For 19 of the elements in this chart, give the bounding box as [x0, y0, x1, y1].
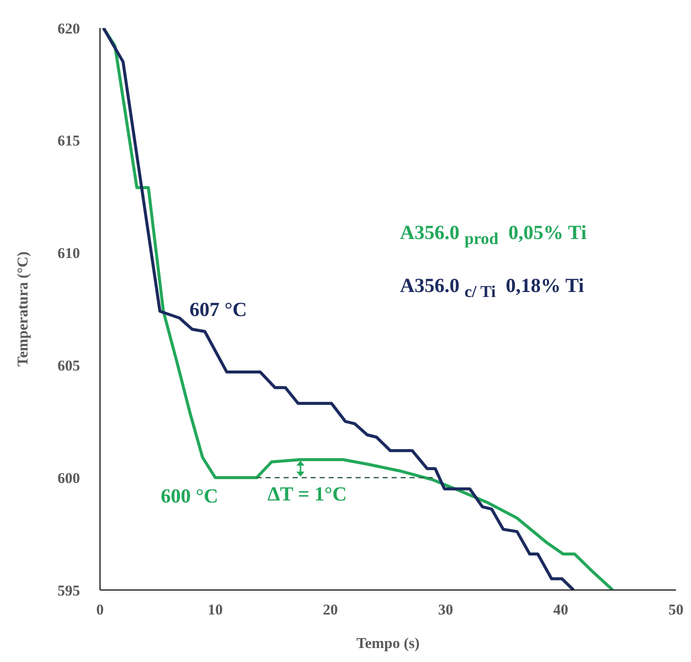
x-tick-label: 50 — [668, 602, 684, 619]
annotation: 607 °C — [189, 298, 247, 321]
y-tick-label: 610 — [58, 246, 80, 262]
y-tick-label: 595 — [58, 583, 80, 600]
y-tick-label: 600 — [58, 470, 80, 487]
y-tick-label: 620 — [58, 21, 80, 38]
x-tick-label: 0 — [96, 602, 104, 619]
x-tick-label: 20 — [322, 602, 338, 619]
annotation: ΔT = 1°C — [267, 484, 347, 506]
annotation: 600 °C — [160, 486, 218, 508]
text: A356.0 $_{c/ Ti}$ 0,18% Ti — [400, 275, 585, 302]
text: A356.0 $_{prod}$ 0,05% Ti — [400, 222, 587, 249]
x-axis-title: Tempo (s) — [356, 636, 420, 652]
y-tick-label: 615 — [58, 134, 80, 150]
y-axis-title: Temperatura (°C) — [15, 251, 32, 367]
x-tick-label: 30 — [438, 602, 454, 619]
x-tick-label: 10 — [208, 602, 223, 619]
y-tick-label: 605 — [58, 358, 80, 375]
x-tick-label: 40 — [553, 602, 568, 619]
